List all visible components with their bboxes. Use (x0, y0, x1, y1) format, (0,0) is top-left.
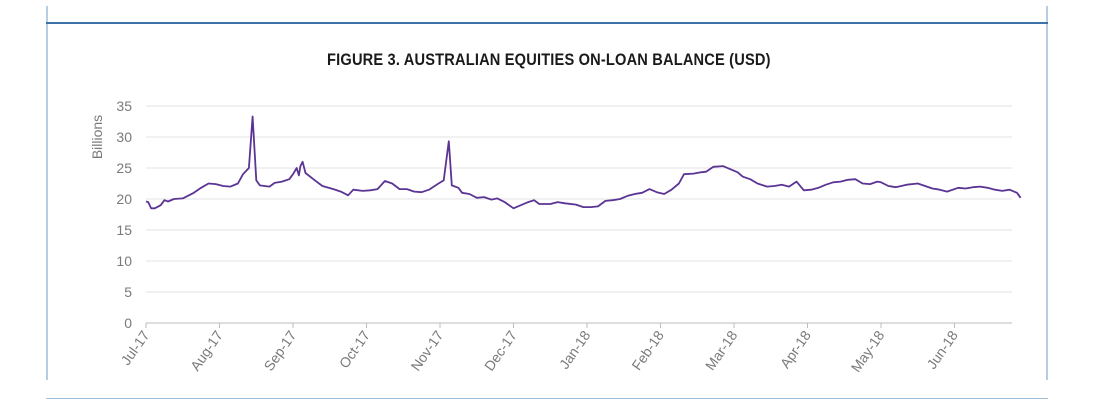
y-tick-label: 20 (116, 191, 132, 207)
y-tick-label: 5 (124, 284, 132, 300)
x-tick-label: Dec-17 (481, 327, 520, 373)
y-tick-label: 10 (116, 253, 132, 269)
x-tick-label: Apr-18 (777, 327, 814, 371)
y-tick-label: 35 (116, 98, 132, 114)
x-tick-label: Oct-17 (336, 327, 373, 371)
x-tick-label: Feb-18 (628, 327, 667, 373)
x-tick-label: Jun-18 (923, 327, 961, 371)
x-tick-label: Jul-17 (117, 327, 152, 368)
y-tick-label: 25 (116, 160, 132, 176)
header-rule (46, 22, 1048, 24)
y-tick-label: 15 (116, 222, 132, 238)
x-tick-label: Nov-17 (407, 327, 446, 373)
chart-title: FIGURE 3. AUSTRALIAN EQUITIES ON-LOAN BA… (327, 50, 771, 69)
x-tick-label: Aug-17 (187, 327, 226, 373)
frame-right-border (1046, 6, 1048, 380)
x-tick-label: May-18 (848, 327, 888, 375)
frame-left-border (46, 6, 48, 380)
footer-rule (46, 398, 1048, 399)
x-tick-label: Sep-17 (260, 327, 299, 373)
series-line-on-loan-balance (145, 115, 1022, 210)
y-axis-label: Billions (89, 115, 105, 159)
x-tick-label: Mar-18 (702, 327, 741, 373)
x-tick-label: Jan-18 (556, 327, 594, 371)
y-tick-label: 0 (124, 315, 132, 331)
y-tick-label: 30 (116, 129, 132, 145)
